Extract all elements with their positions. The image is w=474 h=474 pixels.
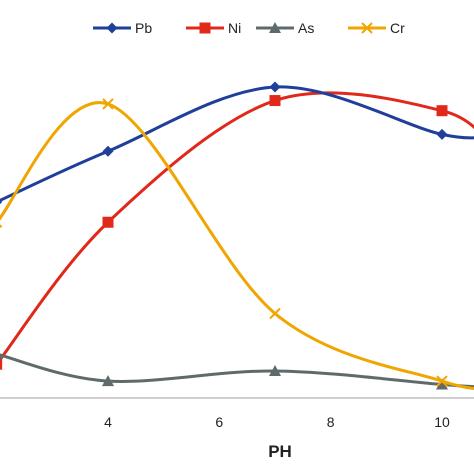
series-line-pb	[0, 85, 474, 203]
x-tick-label: 8	[327, 414, 335, 430]
data-point-ni-0	[0, 358, 3, 370]
x-tick-labels: 4 6 8 10	[104, 414, 450, 430]
x-tick-label: 4	[104, 414, 112, 430]
legend-item-pb: Pb	[93, 20, 152, 36]
data-point-pb-0	[0, 199, 3, 205]
data-point-cr-1	[102, 98, 114, 110]
legend-marker-as	[269, 22, 281, 33]
x-tick-label: 10	[434, 414, 450, 430]
data-point-ni-1	[102, 216, 114, 228]
data-point-ni-2	[269, 95, 281, 107]
legend-item-as: As	[256, 20, 314, 36]
data-point-as-1	[102, 375, 114, 387]
data-point-as-2	[269, 364, 281, 376]
legend-marker-pb	[106, 22, 118, 34]
series-line-cr	[0, 101, 474, 390]
data-point-cr-0	[0, 216, 3, 228]
data-point-as-3	[436, 378, 448, 390]
data-point-pb-1	[102, 145, 114, 157]
legend-marker-cr	[361, 22, 373, 34]
legend-label: As	[298, 20, 314, 36]
series-line-ni	[0, 91, 474, 363]
series-lines	[0, 85, 474, 390]
legend-item-ni: Ni	[186, 20, 241, 36]
data-point-pb-3	[436, 128, 448, 140]
legend-marker-ni	[199, 22, 211, 34]
legend-label: Ni	[228, 20, 241, 36]
x-tick-label: 6	[215, 414, 223, 430]
data-point-pb-2	[269, 81, 281, 93]
data-point-cr-3	[436, 375, 448, 387]
legend-item-cr: Cr	[348, 20, 405, 36]
series-markers	[0, 81, 448, 390]
x-axis-label: PH	[268, 442, 292, 461]
legend-label: Pb	[135, 20, 152, 36]
data-point-cr-2	[269, 307, 281, 320]
legend-label: Cr	[390, 20, 405, 36]
data-point-as-0	[0, 354, 3, 360]
data-point-ni-3	[436, 105, 448, 117]
legend: Pb Ni As Cr	[93, 20, 405, 36]
